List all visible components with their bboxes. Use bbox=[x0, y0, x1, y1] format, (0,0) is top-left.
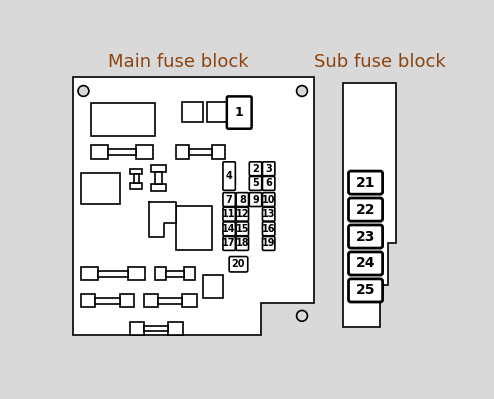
FancyBboxPatch shape bbox=[249, 176, 262, 190]
Text: 21: 21 bbox=[356, 176, 375, 190]
Circle shape bbox=[296, 310, 307, 321]
Text: 24: 24 bbox=[356, 257, 375, 271]
Bar bbox=[91, 145, 108, 159]
Bar bbox=[130, 322, 144, 335]
FancyBboxPatch shape bbox=[236, 207, 248, 221]
Bar bbox=[81, 174, 120, 204]
FancyBboxPatch shape bbox=[223, 193, 235, 207]
Bar bbox=[130, 184, 142, 189]
Bar bbox=[176, 145, 189, 159]
Text: 16: 16 bbox=[262, 224, 276, 234]
FancyBboxPatch shape bbox=[223, 207, 235, 221]
Circle shape bbox=[78, 86, 89, 97]
Bar bbox=[182, 102, 203, 122]
FancyBboxPatch shape bbox=[227, 97, 251, 129]
Bar bbox=[176, 206, 212, 251]
Circle shape bbox=[296, 86, 307, 97]
FancyBboxPatch shape bbox=[262, 193, 275, 207]
Text: 22: 22 bbox=[356, 203, 375, 217]
FancyBboxPatch shape bbox=[223, 237, 235, 251]
Bar bbox=[144, 294, 158, 307]
FancyBboxPatch shape bbox=[229, 257, 248, 272]
Bar bbox=[184, 267, 195, 280]
FancyBboxPatch shape bbox=[262, 162, 275, 176]
Bar bbox=[151, 165, 166, 172]
Bar bbox=[127, 267, 145, 280]
Text: 1: 1 bbox=[235, 106, 244, 119]
Bar bbox=[133, 174, 139, 184]
Bar bbox=[189, 149, 211, 155]
Bar bbox=[144, 326, 168, 331]
Text: 13: 13 bbox=[262, 209, 276, 219]
Text: 11: 11 bbox=[222, 209, 236, 219]
Text: 3: 3 bbox=[265, 164, 272, 174]
Text: 10: 10 bbox=[262, 195, 276, 205]
Bar bbox=[168, 322, 183, 335]
Text: 15: 15 bbox=[236, 224, 249, 234]
Text: 5: 5 bbox=[252, 178, 259, 188]
Bar bbox=[120, 294, 134, 307]
Bar bbox=[158, 298, 182, 304]
Bar bbox=[130, 169, 142, 174]
FancyBboxPatch shape bbox=[223, 162, 235, 190]
Text: 18: 18 bbox=[236, 239, 249, 249]
FancyBboxPatch shape bbox=[348, 198, 382, 221]
FancyBboxPatch shape bbox=[236, 193, 248, 207]
Text: 7: 7 bbox=[226, 195, 233, 205]
Text: Sub fuse block: Sub fuse block bbox=[314, 53, 446, 71]
FancyBboxPatch shape bbox=[249, 193, 262, 207]
Bar bbox=[182, 294, 197, 307]
FancyBboxPatch shape bbox=[262, 237, 275, 251]
FancyBboxPatch shape bbox=[236, 237, 248, 251]
FancyBboxPatch shape bbox=[348, 252, 382, 275]
Bar bbox=[98, 271, 127, 277]
Bar bbox=[136, 145, 153, 159]
Text: 12: 12 bbox=[236, 209, 249, 219]
FancyBboxPatch shape bbox=[348, 279, 382, 302]
FancyBboxPatch shape bbox=[262, 222, 275, 236]
Polygon shape bbox=[74, 77, 314, 335]
Text: 25: 25 bbox=[356, 283, 375, 297]
Bar bbox=[211, 145, 224, 159]
Text: 9: 9 bbox=[252, 195, 259, 205]
Bar bbox=[81, 267, 98, 280]
Text: 19: 19 bbox=[262, 239, 276, 249]
Text: 20: 20 bbox=[232, 259, 245, 269]
FancyBboxPatch shape bbox=[348, 225, 382, 248]
Text: 23: 23 bbox=[356, 229, 375, 243]
FancyBboxPatch shape bbox=[348, 171, 382, 194]
Bar bbox=[91, 103, 155, 136]
Bar bbox=[207, 102, 231, 122]
FancyBboxPatch shape bbox=[223, 222, 235, 236]
Text: 14: 14 bbox=[222, 224, 236, 234]
FancyBboxPatch shape bbox=[262, 207, 275, 221]
Text: 17: 17 bbox=[222, 239, 236, 249]
Bar bbox=[203, 275, 223, 298]
Polygon shape bbox=[343, 83, 396, 328]
Bar bbox=[165, 271, 184, 277]
Text: 2: 2 bbox=[252, 164, 259, 174]
Bar bbox=[95, 298, 120, 304]
Bar bbox=[81, 294, 95, 307]
Text: 8: 8 bbox=[239, 195, 246, 205]
Bar bbox=[151, 184, 166, 191]
Text: 6: 6 bbox=[265, 178, 272, 188]
Bar bbox=[156, 172, 162, 184]
FancyBboxPatch shape bbox=[236, 222, 248, 236]
Bar bbox=[155, 267, 165, 280]
Bar bbox=[108, 149, 136, 155]
Text: Main fuse block: Main fuse block bbox=[108, 53, 248, 71]
FancyBboxPatch shape bbox=[262, 176, 275, 190]
Polygon shape bbox=[149, 202, 176, 237]
FancyBboxPatch shape bbox=[249, 162, 262, 176]
Text: 4: 4 bbox=[226, 171, 233, 181]
